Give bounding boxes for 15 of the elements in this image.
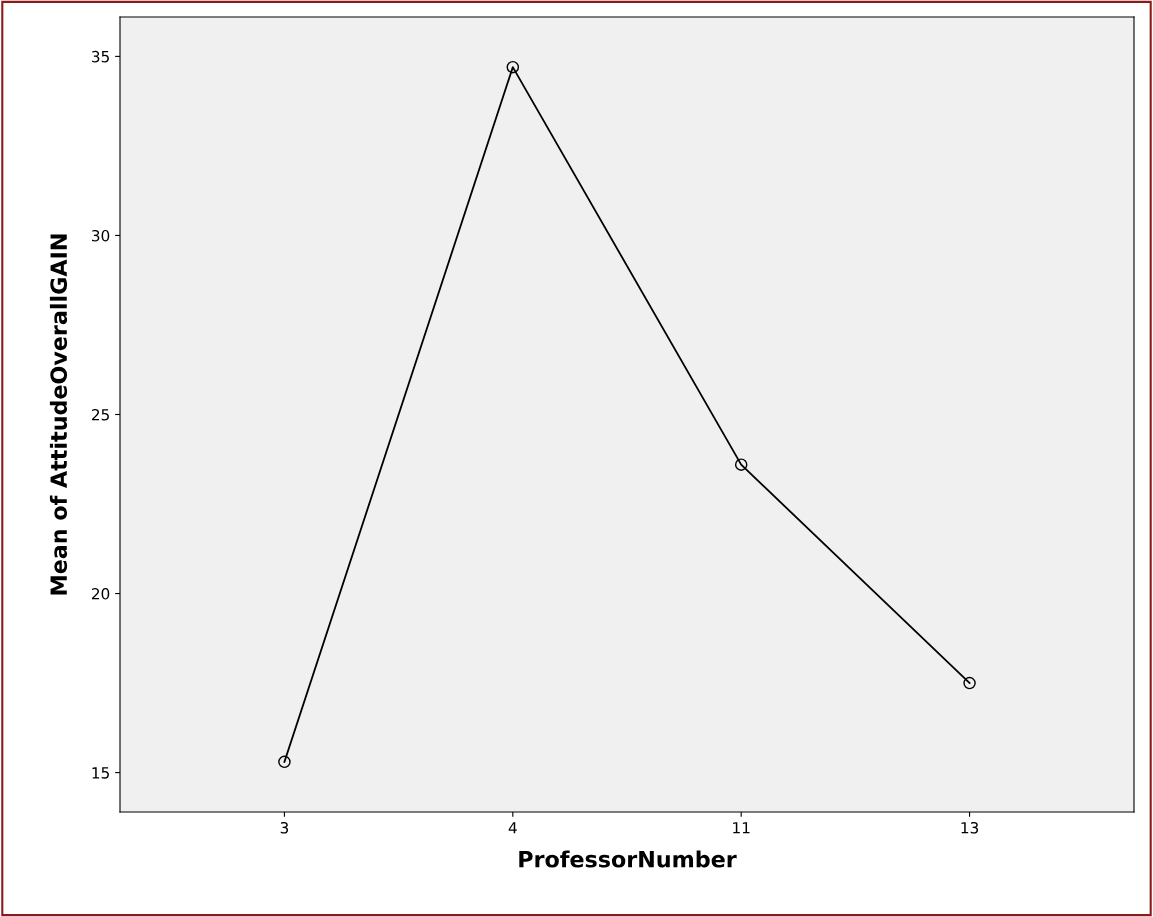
y-tick-label: 25: [91, 408, 109, 421]
y-tick-label: 30: [92, 229, 110, 242]
x-tick-label: 11: [733, 822, 750, 834]
point: [278, 755, 291, 769]
y-tick-label: 15: [92, 767, 109, 779]
point: [963, 676, 976, 690]
x-tick-label: 3: [280, 821, 289, 834]
point: [506, 60, 520, 74]
x-tick-label: 4: [508, 822, 517, 834]
x-tick-label: 13: [961, 821, 979, 834]
y-tick-label: 35: [92, 50, 109, 63]
y-axis-title: Mean of AttitudeOverallGAIN: [49, 234, 68, 595]
y-tick-label: 20: [91, 588, 110, 600]
x-axis-title: ProfessorNumber: [519, 850, 737, 868]
point: [734, 458, 748, 471]
